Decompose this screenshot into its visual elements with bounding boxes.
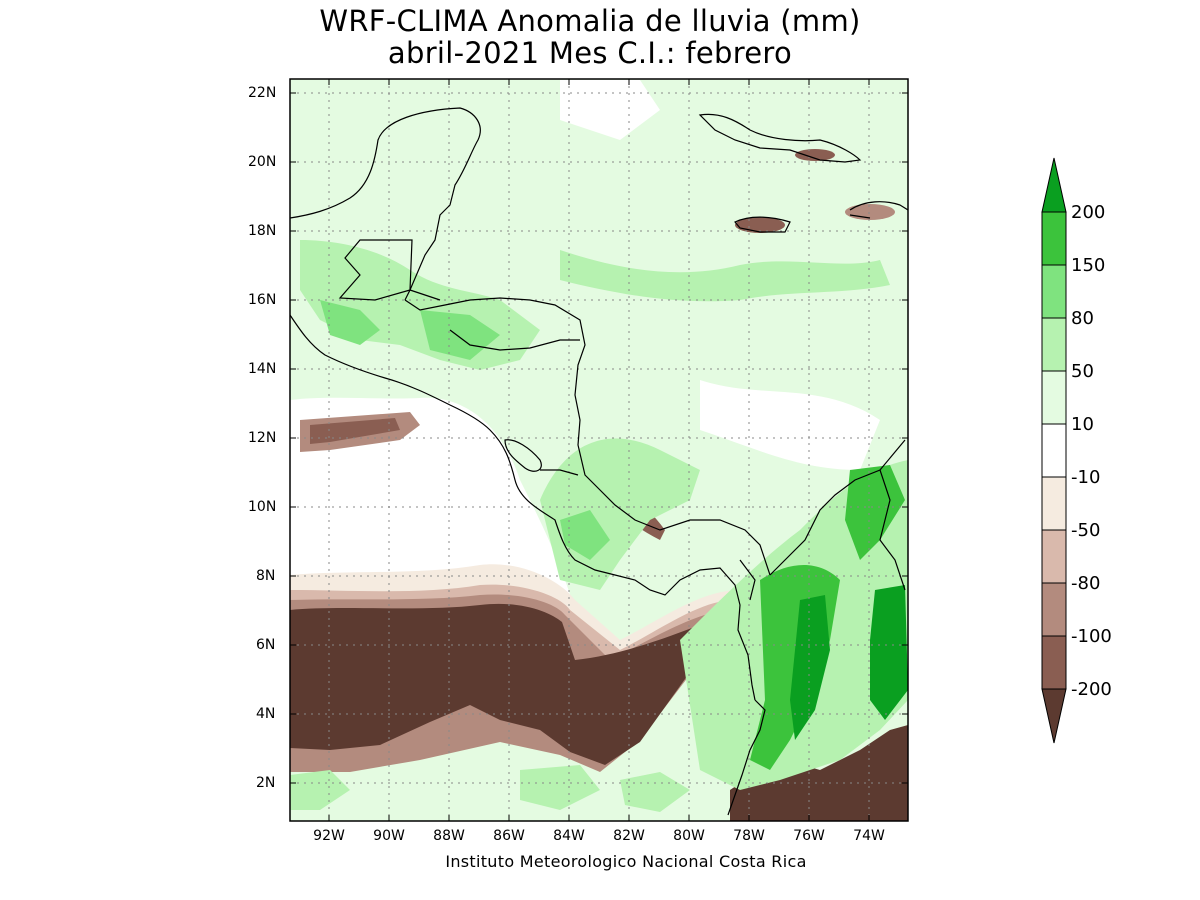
coastline-pacific [290, 314, 756, 701]
coastline-colombia-caribbean [769, 439, 906, 576]
colorbar-label: 10 [1071, 414, 1094, 435]
lon-tick-label: 90W [373, 828, 405, 844]
colorbar-label: -100 [1071, 626, 1112, 647]
lat-tick-label: 14N [248, 361, 277, 377]
colorbar-bin-minus10 [1041, 476, 1067, 531]
colorbar-bin-200 [1041, 211, 1067, 266]
dry-strong [290, 603, 725, 765]
border-honduras [409, 289, 580, 351]
wet-caribbean-band [560, 250, 890, 302]
lat-tick-label: 18N [248, 223, 277, 239]
lon-tick-label: 92W [313, 828, 345, 844]
border-colombia-venezuela [879, 469, 906, 591]
lat-tick-label: 22N [248, 85, 277, 101]
neutral-region-3 [700, 380, 880, 470]
dry-se [730, 725, 908, 821]
wet-strong-costa-rica [560, 510, 610, 560]
coastline-cuba [698, 113, 862, 163]
colorbar-bin-150 [1041, 264, 1067, 319]
plot-frame [289, 78, 909, 822]
lat-tick-label: 2N [256, 775, 276, 791]
lat-tick-label: 20N [248, 154, 277, 170]
lat-tick-label: 4N [256, 706, 276, 722]
colorbar-label: -200 [1071, 679, 1112, 700]
colorbar-bottom-arrow [1041, 688, 1067, 744]
grid [290, 79, 908, 821]
colorbar-label: 200 [1071, 202, 1106, 223]
lat-tick-label: 6N [256, 637, 276, 653]
border-panama-colombia [739, 559, 756, 601]
colorbar-label: 50 [1071, 361, 1094, 382]
colorbar-bin-10 [1041, 423, 1067, 478]
wet-colombia-extreme [790, 585, 908, 740]
colorbar [1041, 157, 1067, 744]
neutral-region-2 [560, 80, 660, 140]
lon-tick-label: 78W [733, 828, 765, 844]
colorbar-bin-50 [1041, 370, 1067, 425]
wet-pacific-south [290, 765, 690, 812]
border-guatemala [338, 239, 413, 301]
anomaly-field [290, 79, 908, 821]
colorbar-label: -10 [1071, 467, 1101, 488]
map-title: WRF-CLIMA Anomalia de lluvia (mm) [319, 4, 861, 38]
coastline-mexico-yucatan [290, 107, 481, 301]
lat-tick-label: 12N [248, 430, 277, 446]
lat-tick-label: 10N [248, 499, 277, 515]
coastline-gulf-honduras [404, 297, 771, 576]
lon-tick-label: 82W [613, 828, 645, 844]
colorbar-bin-minus100 [1041, 635, 1067, 690]
wet-colombia-strong [750, 465, 905, 770]
colorbar-label: -50 [1071, 520, 1101, 541]
lon-tick-label: 86W [493, 828, 525, 844]
lat-tick-label: 8N [256, 568, 276, 584]
coastline-jamaica [734, 216, 791, 233]
credit-text: Instituto Meteorologico Nacional Costa R… [445, 852, 807, 871]
tick-marks [290, 79, 908, 821]
map-subtitle: abril-2021 Mes C.I.: febrero [387, 36, 793, 70]
colorbar-bin-minus80 [1041, 582, 1067, 637]
colorbar-label: -80 [1071, 573, 1101, 594]
dry-cuba [795, 149, 835, 161]
colorbar-top-arrow [1041, 157, 1067, 213]
coastline-hispaniola [849, 201, 908, 219]
coastline-lake-nicaragua [504, 439, 542, 472]
lon-tick-label: 84W [553, 828, 585, 844]
colorbar-bin-80 [1041, 317, 1067, 372]
lon-tick-label: 76W [793, 828, 825, 844]
lon-tick-label: 74W [853, 828, 885, 844]
coastlines [290, 107, 908, 816]
coastline-colombia-pacific [727, 699, 766, 816]
lon-tick-label: 80W [673, 828, 705, 844]
lat-tick-label: 16N [248, 292, 277, 308]
colorbar-bin-minus50 [1041, 529, 1067, 584]
border-nicaragua-costa-rica [540, 469, 579, 476]
colorbar-label: 150 [1071, 255, 1106, 276]
wet-strong-central-america [320, 300, 500, 360]
colorbar-label: 80 [1071, 308, 1094, 329]
lon-tick-label: 88W [433, 828, 465, 844]
